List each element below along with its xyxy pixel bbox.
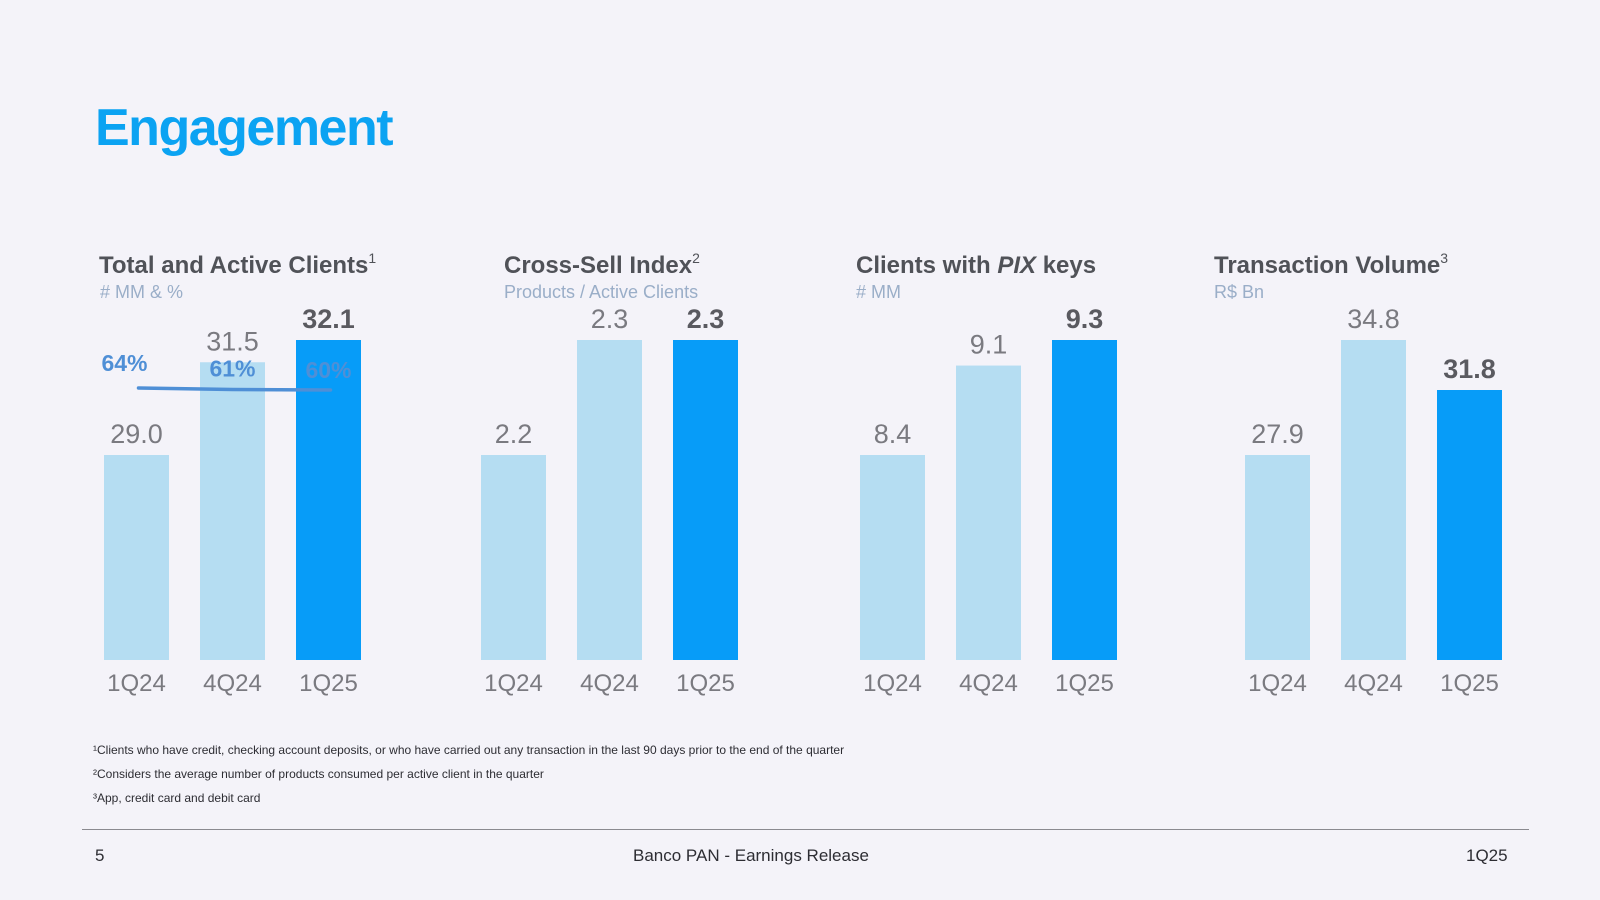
page-title: Engagement [95,99,394,157]
bar [296,340,361,660]
x-tick-label: 1Q24 [107,670,166,697]
bar [200,362,265,660]
bar-value-label: 2.3 [687,304,725,334]
bar-value-label: 31.8 [1443,354,1496,384]
bar-value-label: 32.1 [302,304,355,334]
bar-value-label: 2.2 [495,419,533,449]
bar [577,340,642,660]
active-share-label: 60% [305,357,351,383]
footnote-3: ³App, credit card and debit card [93,791,261,805]
footnote-marker: 2 [692,250,700,266]
footer-title: Banco PAN - Earnings Release [633,846,869,865]
footnote-2: ²Considers the average number of product… [93,767,544,781]
bar [1245,455,1310,660]
chart-title-cross-sell-index: Cross-Sell Index2 [504,250,700,280]
bar-value-label: 2.3 [591,304,629,334]
chart-subtitle-pix-keys: # MM [856,282,901,302]
bar [860,455,925,660]
chart-title-total-active-clients: Total and Active Clients1 [99,250,377,280]
chart-subtitle-total-active-clients: # MM & % [100,282,184,302]
bar-value-label: 27.9 [1251,419,1304,449]
footnote-marker: 1 [368,250,377,266]
bar [104,455,169,660]
footer-divider [82,829,1529,830]
page-number: 5 [95,846,105,865]
x-tick-label: 1Q25 [299,670,358,697]
chart-title-text: Cross-Sell Index [504,252,693,279]
bar [956,365,1021,660]
bar-value-label: 9.3 [1066,304,1104,334]
chart-subtitle-cross-sell-index: Products / Active Clients [504,282,699,302]
x-tick-label: 1Q25 [1055,670,1114,697]
x-tick-label: 4Q24 [580,670,639,697]
footer-period: 1Q25 [1466,846,1508,865]
footnote-1: ¹Clients who have credit, checking accou… [93,743,845,757]
active-share-line [136,386,333,392]
chart-title-text: Transaction Volume [1214,252,1441,279]
chart-subtitle-transaction-volume: R$ Bn [1214,282,1265,302]
bar-value-label: 31.5 [206,326,259,356]
bar [1341,340,1406,660]
footnote-marker: 3 [1440,250,1449,266]
chart-title-pix-keys: Clients with PIX keys [856,252,1096,280]
chart-title-transaction-volume: Transaction Volume3 [1214,250,1449,280]
chart-title-text-pre: Clients with [856,252,998,279]
x-tick-label: 4Q24 [203,670,262,697]
x-tick-label: 1Q24 [484,670,543,697]
bar-value-label: 8.4 [874,419,912,449]
active-share-label: 64% [101,350,147,376]
active-share-label: 61% [209,355,255,381]
chart-title-text-italic: PIX [997,252,1037,279]
chart-title-text-post: keys [1036,252,1097,279]
x-tick-label: 1Q25 [676,670,735,697]
x-tick-label: 4Q24 [959,670,1018,697]
x-tick-label: 1Q25 [1440,670,1499,697]
x-tick-label: 1Q24 [863,670,922,697]
x-tick-label: 1Q24 [1248,670,1307,697]
bar [1052,340,1117,660]
chart-title-text: Total and Active Clients [99,252,369,279]
bar-value-label: 34.8 [1347,304,1400,334]
bar [673,340,738,660]
x-tick-label: 4Q24 [1344,670,1403,697]
bar [481,455,546,660]
bar-value-label: 9.1 [970,330,1008,360]
bar-value-label: 29.0 [110,419,163,449]
bar [1437,390,1502,660]
